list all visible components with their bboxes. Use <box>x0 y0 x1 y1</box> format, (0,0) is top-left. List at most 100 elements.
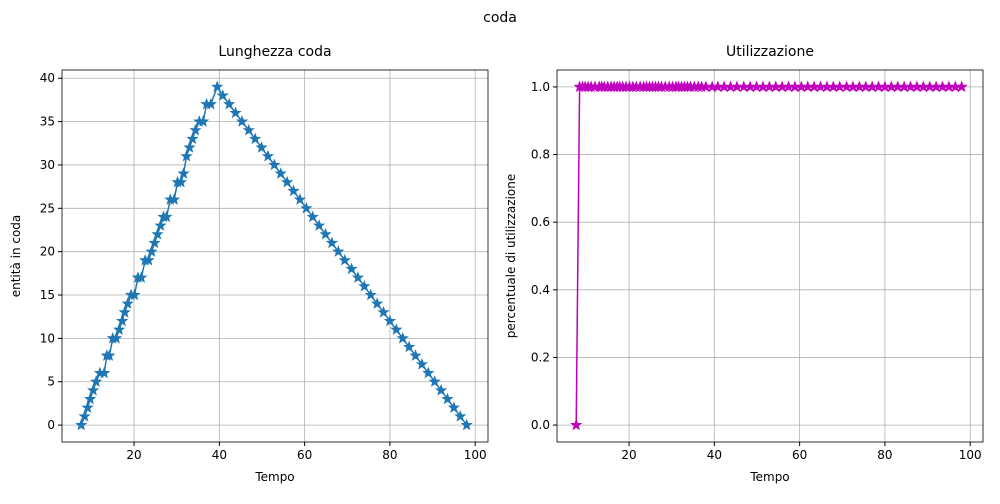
star-marker <box>75 418 88 431</box>
star-marker <box>358 279 371 292</box>
star-marker <box>145 245 158 257</box>
y-tick-label: 0.4 <box>531 283 550 297</box>
x-tick-label: 20 <box>621 448 636 462</box>
star-marker <box>87 383 100 396</box>
y-tick-label: 5 <box>47 375 55 389</box>
axes-title: Lunghezza coda <box>218 44 331 60</box>
star-marker <box>78 409 91 422</box>
star-marker <box>403 340 416 353</box>
star-marker <box>313 219 326 231</box>
star-marker <box>422 366 435 379</box>
star-marker <box>351 271 365 283</box>
star-marker <box>332 245 345 257</box>
star-marker <box>371 297 384 309</box>
star-marker <box>255 141 268 153</box>
star-marker <box>396 331 409 344</box>
star-marker <box>116 314 129 327</box>
star-marker <box>293 193 307 205</box>
axes-frame <box>556 69 984 443</box>
star-marker <box>216 89 229 101</box>
x-axis-label: Tempo <box>254 470 294 484</box>
star-marker <box>197 115 210 127</box>
data-line <box>575 86 962 426</box>
star-marker <box>211 80 224 93</box>
star-marker <box>154 219 167 231</box>
star-marker <box>189 123 202 136</box>
y-tick-label: 40 <box>40 71 55 85</box>
x-tick-label: 100 <box>464 448 487 462</box>
star-marker <box>345 262 358 275</box>
star-marker <box>428 375 441 387</box>
star-marker <box>377 305 390 318</box>
star-marker <box>183 141 196 153</box>
x-tick-label: 40 <box>707 448 722 462</box>
star-marker <box>135 271 148 283</box>
star-marker <box>434 383 448 396</box>
y-tick-label: 0.8 <box>531 148 550 162</box>
x-tick-label: 60 <box>297 448 312 462</box>
x-tick-label: 80 <box>382 448 397 462</box>
y-tick-label: 30 <box>40 158 55 172</box>
star-marker <box>142 253 155 266</box>
star-marker <box>268 158 281 171</box>
star-marker <box>306 210 319 223</box>
y-tick-label: 25 <box>40 201 55 215</box>
star-marker <box>186 132 199 145</box>
star-marker <box>460 418 473 431</box>
y-axis-label: percentuale di utilizzazione <box>504 174 518 338</box>
star-marker <box>118 305 131 318</box>
star-marker <box>415 357 429 370</box>
y-tick-label: 35 <box>40 115 55 129</box>
star-marker <box>364 288 377 301</box>
star-marker <box>174 175 188 188</box>
star-marker <box>103 349 116 361</box>
y-tick-label: 20 <box>40 245 55 259</box>
star-marker <box>441 392 454 405</box>
data-line <box>80 85 468 426</box>
star-marker <box>570 418 583 431</box>
star-marker <box>229 106 242 119</box>
star-marker <box>249 132 262 145</box>
star-marker <box>955 80 968 93</box>
star-marker <box>325 236 339 249</box>
y-tick-label: 0.6 <box>531 215 550 229</box>
star-marker <box>242 123 255 136</box>
star-marker <box>81 401 94 413</box>
star-marker <box>98 366 111 379</box>
star-marker <box>121 297 134 309</box>
star-marker <box>177 167 190 179</box>
star-marker <box>390 323 403 335</box>
star-marker <box>447 401 460 413</box>
star-marker <box>454 409 467 422</box>
star-marker <box>160 210 173 223</box>
x-tick-label: 40 <box>212 448 227 462</box>
star-marker <box>223 97 236 110</box>
x-tick-label: 80 <box>877 448 892 462</box>
star-marker <box>261 149 275 162</box>
star-marker <box>287 184 300 197</box>
x-axis-label: Tempo <box>749 470 789 484</box>
x-tick-label: 20 <box>126 448 141 462</box>
y-tick-label: 15 <box>40 288 55 302</box>
y-tick-label: 1.0 <box>531 80 550 94</box>
figure-title: coda <box>483 10 517 26</box>
star-marker <box>338 253 351 266</box>
axes-title: Utilizzazione <box>726 44 814 60</box>
star-marker <box>319 227 332 240</box>
x-tick-label: 100 <box>959 448 982 462</box>
star-marker <box>300 201 313 214</box>
star-marker <box>168 193 181 205</box>
star-marker <box>409 349 422 361</box>
star-marker <box>113 323 126 335</box>
star-marker <box>128 288 141 301</box>
star-marker <box>89 375 103 387</box>
y-axis-label: entità in coda <box>9 215 23 298</box>
star-marker <box>281 175 294 188</box>
star-marker <box>383 314 397 327</box>
star-marker <box>84 392 97 405</box>
y-tick-label: 0.2 <box>531 350 550 364</box>
star-marker <box>180 149 193 162</box>
star-marker <box>204 97 217 110</box>
star-marker <box>148 236 161 249</box>
